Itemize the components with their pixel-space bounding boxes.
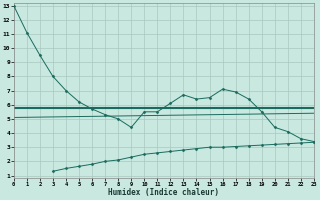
X-axis label: Humidex (Indice chaleur): Humidex (Indice chaleur) xyxy=(108,188,220,197)
